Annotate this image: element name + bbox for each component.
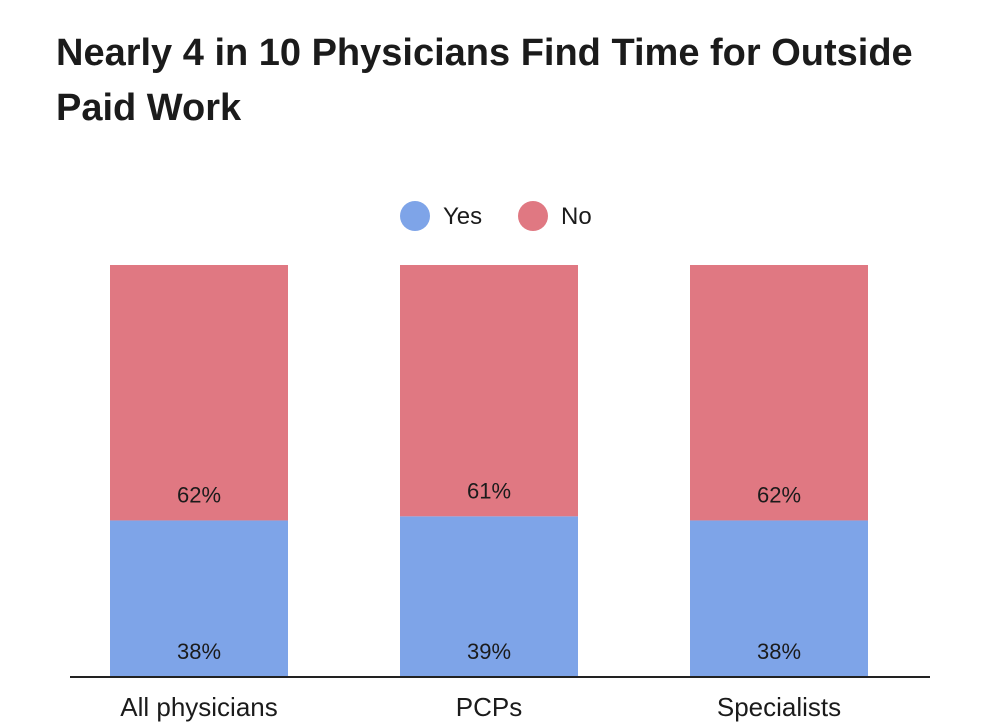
data-label-yes-specialists: 38%: [757, 639, 801, 664]
bar-yes-specialists: [690, 520, 868, 677]
x-axis-ticks: All physicians PCPs Specialists: [120, 692, 841, 722]
data-label-no-pcps: 61%: [467, 478, 511, 503]
chart-title: Nearly 4 in 10 Physicians Find Time for …: [56, 32, 913, 129]
bars: [110, 265, 868, 677]
legend-swatch-no: [518, 201, 548, 231]
bar-no-all-physicians: [110, 265, 288, 521]
x-tick-label-specialists: Specialists: [717, 692, 841, 722]
bar-yes-all-physicians: [110, 520, 288, 677]
bar-no-specialists: [690, 265, 868, 521]
legend-label-no: No: [561, 203, 592, 230]
data-label-no-specialists: 62%: [757, 482, 801, 507]
data-label-no-all-physicians: 62%: [177, 482, 221, 507]
legend: Yes No: [400, 201, 592, 231]
data-labels: 38% 62% 39% 61% 38% 62%: [177, 478, 801, 664]
data-label-yes-pcps: 39%: [467, 639, 511, 664]
x-tick-label-all-physicians: All physicians: [120, 692, 278, 722]
legend-swatch-yes: [400, 201, 430, 231]
bar-yes-pcps: [400, 516, 578, 677]
bar-no-pcps: [400, 265, 578, 517]
legend-label-yes: Yes: [443, 203, 482, 230]
data-label-yes-all-physicians: 38%: [177, 639, 221, 664]
x-tick-label-pcps: PCPs: [456, 692, 522, 722]
